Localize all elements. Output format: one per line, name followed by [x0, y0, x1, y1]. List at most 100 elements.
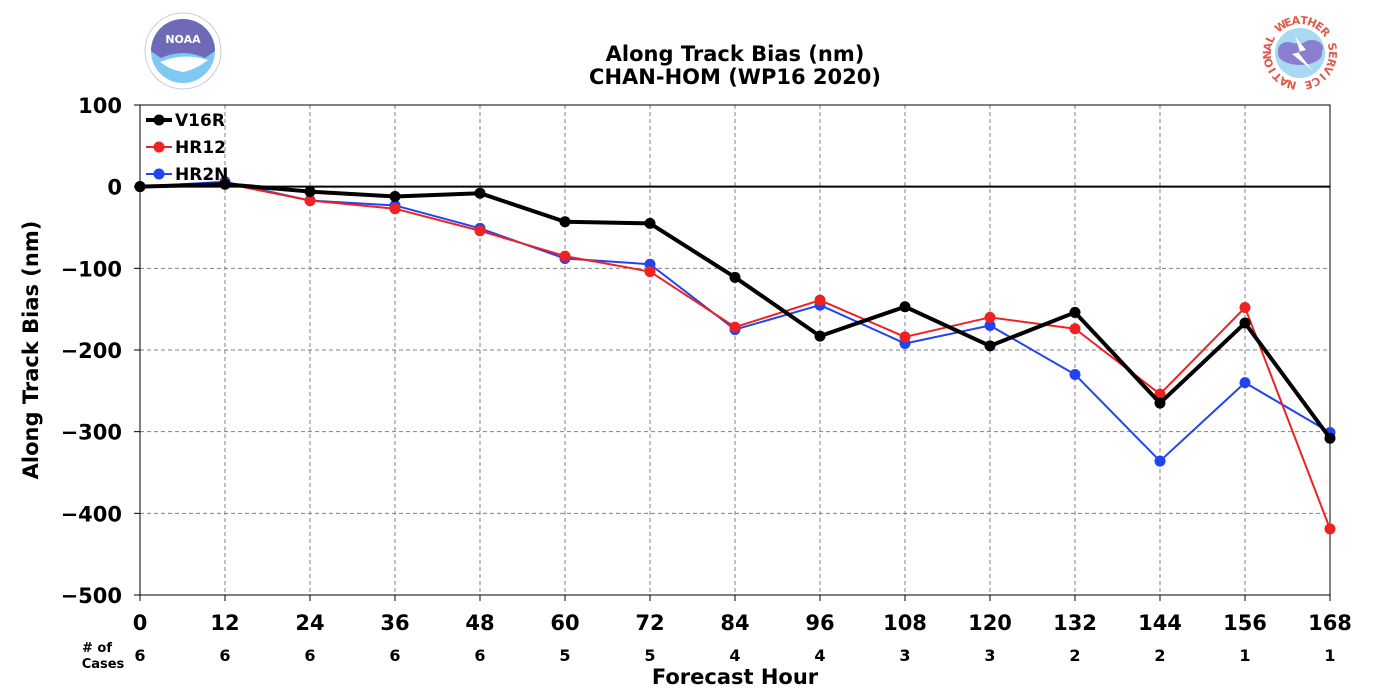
- case-count: 6: [219, 646, 230, 665]
- noaa-logo-text: NOAA: [165, 33, 201, 46]
- x-tick-labels: 0 12 24 36 48 60 72 84 96 108 120 132 144 156 168: [133, 595, 1352, 635]
- x-tick-label: 120: [968, 611, 1012, 635]
- x-tick-label: 84: [720, 611, 749, 635]
- nws-ring-letter: N: [1285, 77, 1297, 92]
- data-point: [1154, 455, 1166, 467]
- x-tick-label: 168: [1308, 611, 1352, 635]
- data-point: [559, 216, 571, 228]
- x-tick-label: 108: [883, 611, 927, 635]
- x-tick-label: 72: [635, 611, 664, 635]
- legend-marker: [153, 114, 165, 126]
- chart-subtitle: CHAN-HOM (WP16 2020): [589, 65, 881, 89]
- nws-ring-letter: A: [1261, 41, 1275, 52]
- data-point: [814, 330, 826, 342]
- data-point: [899, 301, 911, 313]
- data-point: [729, 321, 741, 333]
- x-tick-label: 144: [1138, 611, 1182, 635]
- data-point: [1154, 388, 1166, 400]
- series-line: [139, 180, 1331, 463]
- data-point: [389, 203, 401, 215]
- case-count: 4: [814, 646, 825, 665]
- legend-marker: [153, 168, 165, 180]
- y-tick-label: −300: [61, 421, 122, 445]
- data-point: [644, 217, 656, 229]
- case-count: 2: [1069, 646, 1080, 665]
- case-count: 2: [1154, 646, 1165, 665]
- nws-ring-letter: H: [1305, 15, 1318, 30]
- grid-lines: [140, 105, 1330, 595]
- cases-label-line2: Cases: [82, 657, 125, 672]
- legend-label: HR12: [175, 138, 226, 158]
- noaa-logo: [144, 12, 222, 90]
- case-count: 6: [304, 646, 315, 665]
- data-point: [1239, 377, 1251, 389]
- legend-label: V16R: [175, 111, 225, 131]
- case-count: 3: [984, 646, 995, 665]
- data-point: [1069, 369, 1081, 380]
- nws-ring-letter: T: [1300, 14, 1310, 28]
- x-tick-label: 12: [210, 611, 239, 635]
- data-point: [474, 225, 486, 237]
- data-point: [984, 311, 996, 323]
- nws-ring-letter: O: [1261, 56, 1276, 69]
- data-point: [1324, 523, 1336, 535]
- chart-title: Along Track Bias (nm): [606, 42, 865, 66]
- legend-entry: HR12: [146, 138, 226, 158]
- legend-entry: V16R: [146, 111, 225, 131]
- data-point: [984, 320, 996, 331]
- data-point: [1069, 306, 1081, 318]
- cases-label-line1: # of: [82, 641, 112, 656]
- case-count: 1: [1239, 646, 1250, 665]
- x-tick-label: 60: [550, 611, 579, 635]
- data-point: [1069, 323, 1081, 335]
- data-point: [814, 294, 826, 306]
- x-tick-label: 156: [1223, 611, 1267, 635]
- case-count: 5: [559, 646, 570, 665]
- data-point: [1324, 432, 1336, 444]
- legend-label: HR2N: [175, 165, 228, 185]
- nws-ring-letter: N: [1261, 50, 1275, 60]
- x-tick-label: 36: [380, 611, 409, 635]
- nws-ring-letter: I: [1316, 70, 1328, 82]
- x-tick-label: 96: [805, 611, 834, 635]
- case-count: 6: [389, 646, 400, 665]
- data-point: [729, 271, 741, 283]
- series-lines: [134, 176, 1336, 535]
- case-count: 4: [729, 646, 740, 665]
- y-tick-label: 100: [78, 94, 122, 118]
- x-tick-label: 132: [1053, 611, 1097, 635]
- nws-ring-letter: L: [1263, 33, 1278, 45]
- data-point: [559, 250, 571, 262]
- data-point: [134, 181, 146, 193]
- data-point: [474, 187, 486, 199]
- legend-entry: HR2N: [146, 165, 228, 185]
- data-point: [1239, 317, 1251, 329]
- x-tick-label: 0: [133, 611, 148, 635]
- data-point: [304, 195, 316, 207]
- nws-ring-letter: E: [1326, 51, 1339, 59]
- data-point: [644, 266, 656, 278]
- nws-ring-letter: A: [1291, 14, 1302, 28]
- nws-ring-letter: E: [1303, 77, 1314, 92]
- data-point: [219, 178, 231, 190]
- case-count: 1: [1324, 646, 1335, 665]
- data-point: [304, 186, 316, 198]
- case-count: 5: [644, 646, 655, 665]
- data-point: [1239, 302, 1251, 314]
- y-tick-labels: 100 0 −100 −200 −300 −400 −500: [61, 94, 140, 608]
- data-point: [389, 190, 401, 202]
- nws-ring-letter: E: [1282, 15, 1294, 30]
- x-axis-label: Forecast Hour: [652, 665, 819, 689]
- data-point: [984, 340, 996, 352]
- case-count: 6: [474, 646, 485, 665]
- y-tick-label: −500: [61, 584, 122, 608]
- data-point: [899, 331, 911, 343]
- y-tick-label: −200: [61, 339, 122, 363]
- nws-ring-letter: S: [1325, 42, 1339, 52]
- x-tick-label: 48: [465, 611, 494, 635]
- x-tick-label: 24: [295, 611, 324, 635]
